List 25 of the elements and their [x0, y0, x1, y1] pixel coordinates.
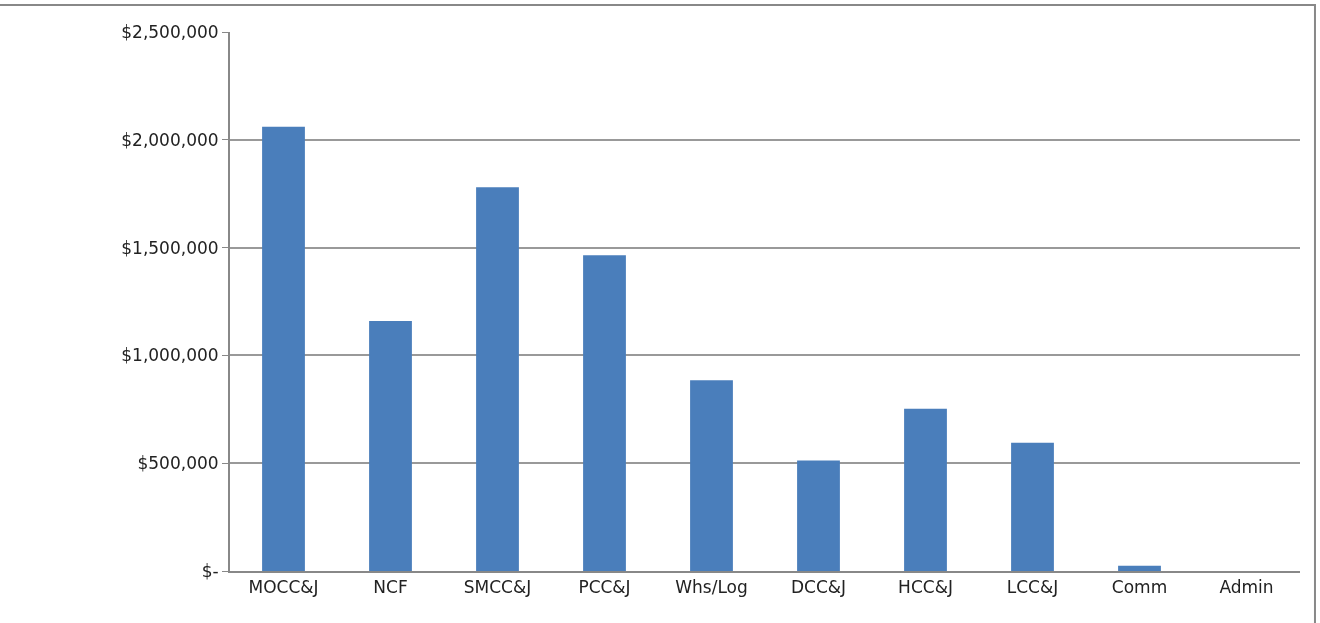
bar	[476, 187, 519, 571]
x-tick-label: HCC&J	[898, 577, 953, 598]
x-tick-label: Admin	[1219, 577, 1274, 598]
x-tick-label: DCC&J	[790, 577, 847, 598]
bar	[583, 255, 626, 571]
x-tick-label: Whs/Log	[675, 577, 748, 598]
y-tick-label: $2,500,000	[121, 21, 219, 42]
bar	[262, 126, 305, 571]
x-tick-label: NCF	[373, 577, 408, 598]
y-tick-label: $1,500,000	[121, 237, 219, 258]
x-tick-label: PCC&J	[578, 577, 631, 598]
x-tick-label: SMCC&J	[463, 577, 532, 598]
bar	[369, 320, 412, 571]
y-tick-label: $-	[201, 560, 219, 581]
bar	[904, 408, 947, 571]
bar	[797, 460, 840, 571]
bar	[1118, 565, 1161, 571]
x-tick-label: Comm	[1111, 577, 1168, 598]
x-tick-label: MOCC&J	[248, 577, 319, 598]
y-tick-label: $1,000,000	[121, 345, 219, 366]
bar	[690, 380, 733, 571]
x-tick-label: LCC&J	[1006, 577, 1059, 598]
bar	[1011, 442, 1054, 571]
y-tick-label: $2,000,000	[121, 129, 219, 150]
y-tick-label: $500,000	[137, 453, 219, 474]
